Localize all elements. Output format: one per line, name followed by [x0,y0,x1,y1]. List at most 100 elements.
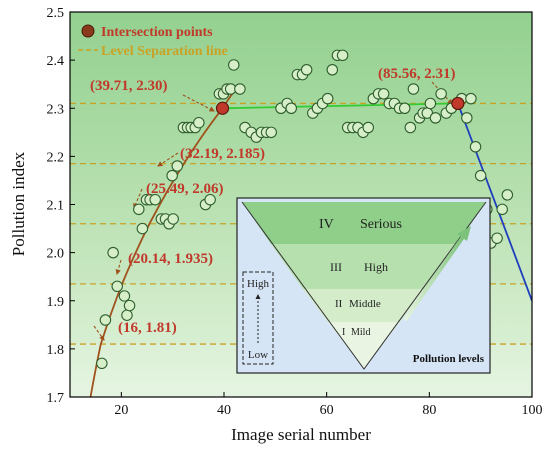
annotation-label: (20.14, 1.935) [128,251,213,267]
data-point [377,88,390,100]
data-point [491,232,503,244]
data-point [496,203,508,216]
legend: Intersection points Level Separation lin… [78,24,228,59]
y-tick-label: 2.3 [47,102,65,117]
inset-title: Pollution levels [413,353,485,365]
data-point [424,97,437,110]
inset-scale-high: High [247,278,270,290]
data-point [474,169,487,182]
data-point [107,246,119,259]
annotation-label: (39.71, 2.30) [90,78,168,94]
y-tick-label: 1.7 [47,391,65,406]
data-points [96,49,514,370]
data-point [461,112,473,124]
y-tick-label: 2.1 [47,199,65,214]
legend-intersection-label: Intersection points [101,25,213,40]
data-point [465,92,477,105]
x-tick-label: 60 [320,403,334,418]
data-point [501,189,514,201]
data-point [96,357,108,370]
data-point [204,193,216,206]
inset-level-II-band [303,289,425,322]
data-point [123,299,136,312]
inset-level-IV-numeral: IV [319,217,334,232]
legend-level-line-label: Level Separation line [101,44,228,59]
data-point [326,64,339,76]
falling-fit-line [457,103,532,302]
data-point [407,83,420,95]
intersection-point [451,96,465,111]
inset-level-I-band [328,322,400,369]
annotation-arrow [157,152,179,167]
inset-level-II-name: Middle [349,298,381,310]
data-point [336,49,349,62]
data-point [429,112,442,124]
annotation-labels: (16, 1.81) (20.14, 1.935) (25.49, 2.06) (32… [90,66,456,336]
inset-triangle-outline [241,201,487,370]
y-tick-label: 1.9 [47,295,65,310]
x-tick-label: 20 [114,403,128,418]
intersection-point [215,101,230,115]
level-band [70,103,532,164]
y-tick-label: 2.4 [47,54,65,69]
data-point [321,92,334,105]
inset-scale-low: Low [248,349,268,361]
inset-rising-arrow-head [457,226,471,241]
annotation-label: (25.49, 2.06) [146,181,224,197]
level-band [70,12,532,104]
data-point [265,126,277,139]
data-point [469,141,482,153]
inset-level-III-band [271,244,457,289]
x-tick-label: 80 [422,403,436,418]
y-tick-label: 2.0 [47,247,65,262]
y-tick-label: 2.5 [47,6,65,21]
annotation-arrow [115,259,122,276]
annotation-arrow [182,94,215,112]
x-axis: 20 40 60 80 100 [114,392,543,418]
plateau-fit-line [222,102,458,110]
data-point [234,83,246,95]
annotation-label: (85.56, 2.31) [378,66,456,82]
annotation-arrow [93,325,105,341]
inset-rising-arrow [403,232,467,322]
y-tick-label: 2.2 [47,150,65,165]
data-point [136,222,149,235]
data-point [133,203,145,216]
inset-level-I-numeral: I [342,327,345,338]
data-point [166,169,178,182]
data-point [167,213,179,225]
pollution-levels-inset: IV Serious III High II Middle I Mild Hig… [236,197,491,374]
inset-level-IV-name: Serious [360,217,402,232]
x-tick-label: 100 [522,403,543,418]
x-axis-label: Image serial number [231,425,371,444]
y-axis-label: Pollution index [9,151,28,256]
legend-intersection-swatch [81,24,95,38]
data-point [404,121,417,134]
data-point [300,64,313,76]
data-point [121,309,133,321]
inset-level-I-name: Mild [351,327,370,338]
data-point [99,314,112,326]
y-axis: 1.7 1.8 1.9 2.0 2.1 2.2 2.3 2.4 2.5 [47,6,75,406]
data-point [285,102,297,115]
inset-level-III-numeral: III [330,260,342,274]
annotation-label: (16, 1.81) [118,320,177,336]
data-point [149,193,161,206]
y-tick-label: 1.8 [47,343,65,358]
data-point [228,59,240,71]
data-point [435,88,447,100]
inset-level-IV-band [242,202,486,244]
data-point [362,121,374,134]
data-point [171,160,184,172]
data-point [193,116,205,129]
x-tick-label: 40 [217,403,231,418]
inset-level-II-numeral: II [335,298,343,310]
annotation-label: (32.19, 2.185) [180,146,265,162]
data-point [111,280,123,293]
data-point [398,102,411,115]
inset-scale-box [242,271,274,365]
inset-level-III-name: High [364,260,388,274]
intersection-markers [215,96,465,115]
data-point [118,290,131,302]
